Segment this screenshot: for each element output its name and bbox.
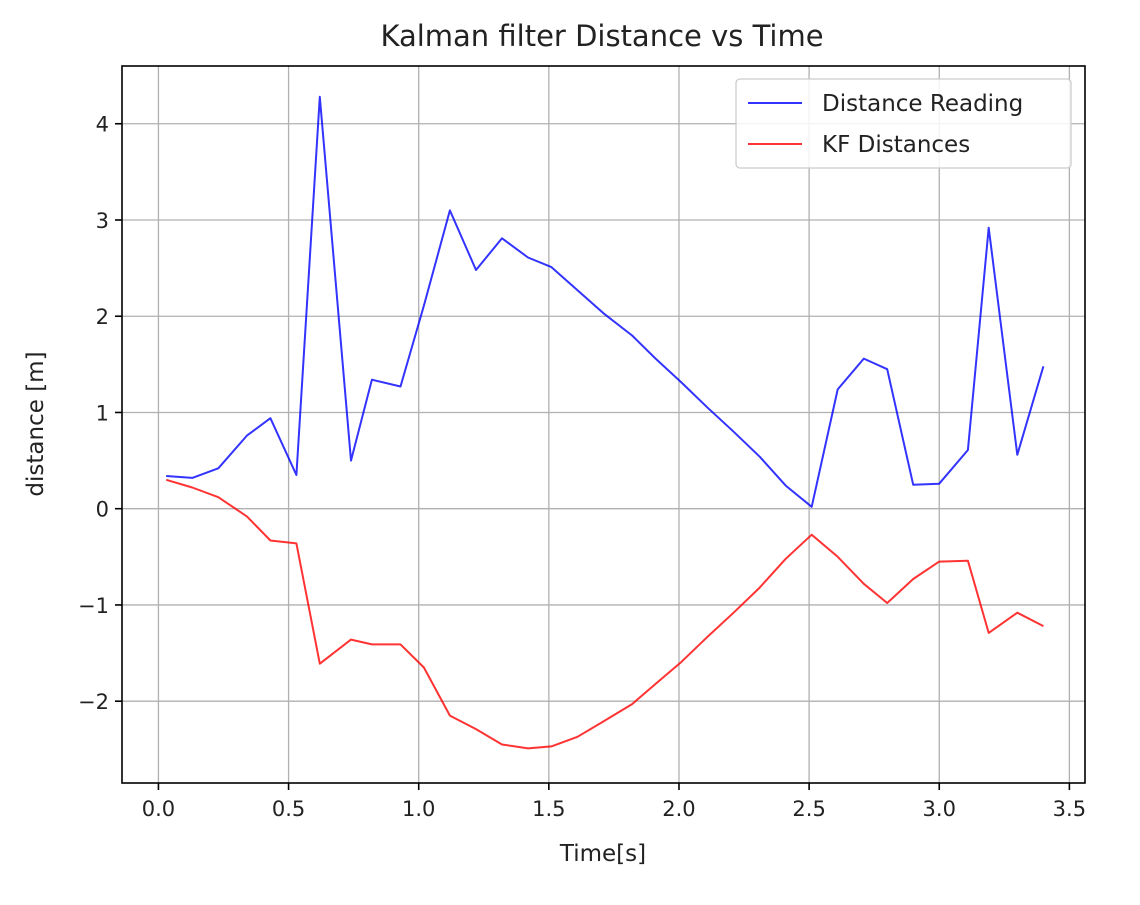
y-tick-label: 1 [96,401,109,425]
y-tick-label: 3 [96,209,109,233]
y-tick-label: −1 [78,594,109,618]
legend-label-2: KF Distances [822,132,970,158]
legend-box [735,78,1072,169]
x-tick-label: 3.0 [923,797,956,821]
plot-frame [121,65,1086,784]
x-tick-label: 2.5 [792,797,825,821]
chart-title: Kalman filter Distance vs Time [380,19,823,53]
grid-lines [122,66,1085,783]
x-tick-label: 3.5 [1053,797,1086,821]
x-tick-label: 1.5 [532,797,565,821]
series-line-1 [166,95,1045,508]
legend-label-1: Distance Reading [822,91,1023,117]
plot-series [165,95,1045,750]
x-tick-label: 2.0 [662,797,695,821]
x-tick-label: 0.5 [272,797,305,821]
x-tick-label: 1.0 [402,797,435,821]
y-tick-label: 4 [96,113,109,137]
legend: Distance Reading KF Distances [735,78,1072,169]
y-axis-label: distance [m] [23,351,49,496]
y-tick-label: 0 [96,498,109,522]
x-tick-label: 0.0 [142,797,175,821]
y-tick-label: −2 [78,690,109,714]
y-tick-label: 2 [96,305,109,329]
x-axis-label: Time[s] [559,841,646,867]
axis-ticks: 0.0 0.5 1.0 1.5 2.0 2.5 3.0 3.5 −2 −1 0 1 2 3 4 [78,113,1086,821]
series-line-2 [165,478,1044,750]
